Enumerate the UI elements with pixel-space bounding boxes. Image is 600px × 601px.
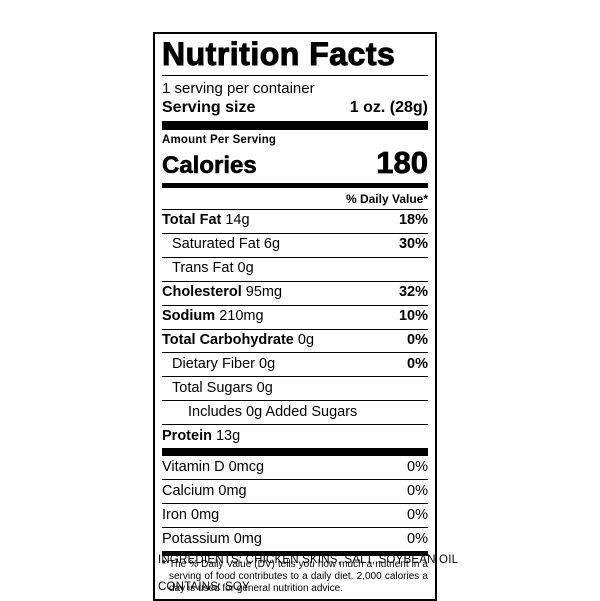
nutrient-name-amount: Sodium 210mg — [162, 308, 264, 325]
nutrient-daily-value: 0% — [407, 530, 428, 547]
nutrient-row: Dietary Fiber 0g 0% — [162, 352, 428, 376]
nutrient-name-amount: Potassium 0mg — [162, 530, 262, 547]
nutrient-name-amount: Calcium 0mg — [162, 482, 247, 499]
vitamin-rows: Vitamin D 0mcg 0% Calcium 0mg 0% Iron 0m… — [162, 456, 428, 551]
nutrient-row: Sodium 210mg 10% — [162, 304, 428, 329]
calories-row: Calories 180 — [162, 144, 429, 183]
nutrient-row: Trans Fat 0g — [162, 256, 428, 281]
nutrient-daily-value: 0% — [407, 332, 428, 349]
nutrient-name-amount: Iron 0mg — [162, 506, 220, 523]
serving-size-row: Serving size 1 oz. (28g) — [162, 98, 428, 121]
nutrient-name-amount: Vitamin D 0mcg — [162, 458, 265, 475]
divider-medium-footnote — [162, 550, 428, 556]
nutrient-name-amount: Cholesterol 95mg — [162, 284, 283, 301]
ingredients-line: INGREDIENTS: CHICKEN SKINS, SALT, SOYBEA… — [158, 554, 459, 566]
nutrient-name-amount: Total Sugars 0g — [172, 379, 273, 396]
divider-thick-protein — [162, 448, 428, 457]
footnote-asterisk: * — [162, 558, 166, 570]
nutrition-facts-label: Nutrition Facts 1 serving per container … — [153, 32, 437, 601]
nutrient-daily-value: 30% — [398, 236, 428, 253]
nutrient-name-amount: Total Fat 14g — [162, 212, 250, 229]
divider-medium-calories — [162, 182, 428, 188]
nutrient-row: Vitamin D 0mcg 0% — [162, 456, 428, 479]
nutrient-rows: Total Fat 14g 18% Saturated Fat 6g 30% T… — [162, 210, 428, 448]
nutrient-daily-value: 32% — [398, 284, 428, 301]
nutrient-daily-value: 0% — [407, 355, 428, 372]
nutrient-row: Iron 0mg 0% — [162, 503, 428, 527]
nutrient-name-amount: Saturated Fat 6g — [172, 236, 281, 253]
nutrient-row: Calcium 0mg 0% — [162, 479, 428, 503]
nutrient-name-amount: Protein 13g — [162, 427, 241, 444]
footnote-text: The % Daily Value (DV) tells you how muc… — [169, 558, 428, 594]
calories-label: Calories — [162, 151, 257, 179]
label-title: Nutrition Facts — [162, 36, 428, 76]
contains-line: CONTAINS: SOY — [158, 581, 250, 593]
nutrient-row: Saturated Fat 6g 30% — [162, 232, 428, 257]
nutrient-daily-value: 0% — [407, 482, 428, 499]
nutrient-row: Total Carbohydrate 0g 0% — [162, 328, 428, 353]
serving-size-value: 1 oz. (28g) — [349, 98, 428, 116]
divider-thick-top — [162, 120, 428, 130]
daily-value-header: % Daily Value* — [162, 188, 428, 210]
nutrient-name-amount: Total Carbohydrate 0g — [162, 332, 315, 349]
footnote: * The % Daily Value (DV) tells you how m… — [162, 556, 428, 594]
nutrient-name-amount: Trans Fat 0g — [172, 260, 254, 277]
nutrient-row: Potassium 0mg 0% — [162, 527, 428, 551]
nutrient-row: Cholesterol 95mg 32% — [162, 280, 428, 305]
nutrient-name-amount: Includes 0g Added Sugars — [188, 403, 358, 420]
nutrient-row: Includes 0g Added Sugars — [162, 400, 428, 424]
amount-per-serving-label: Amount Per Serving — [162, 133, 277, 146]
nutrient-name-amount: Dietary Fiber 0g — [172, 355, 276, 372]
servings-per-container: 1 serving per container — [162, 79, 315, 97]
nutrient-row: Total Fat 14g 18% — [162, 210, 428, 233]
nutrient-daily-value: 18% — [398, 212, 428, 229]
nutrient-daily-value: 10% — [398, 308, 428, 325]
calories-value: 180 — [376, 144, 429, 180]
nutrient-row: Total Sugars 0g — [162, 376, 428, 400]
serving-size-label: Serving size — [162, 98, 256, 116]
nutrient-daily-value: 0% — [407, 506, 428, 523]
nutrient-row: Protein 13g — [162, 424, 428, 448]
nutrient-daily-value: 0% — [407, 458, 428, 475]
